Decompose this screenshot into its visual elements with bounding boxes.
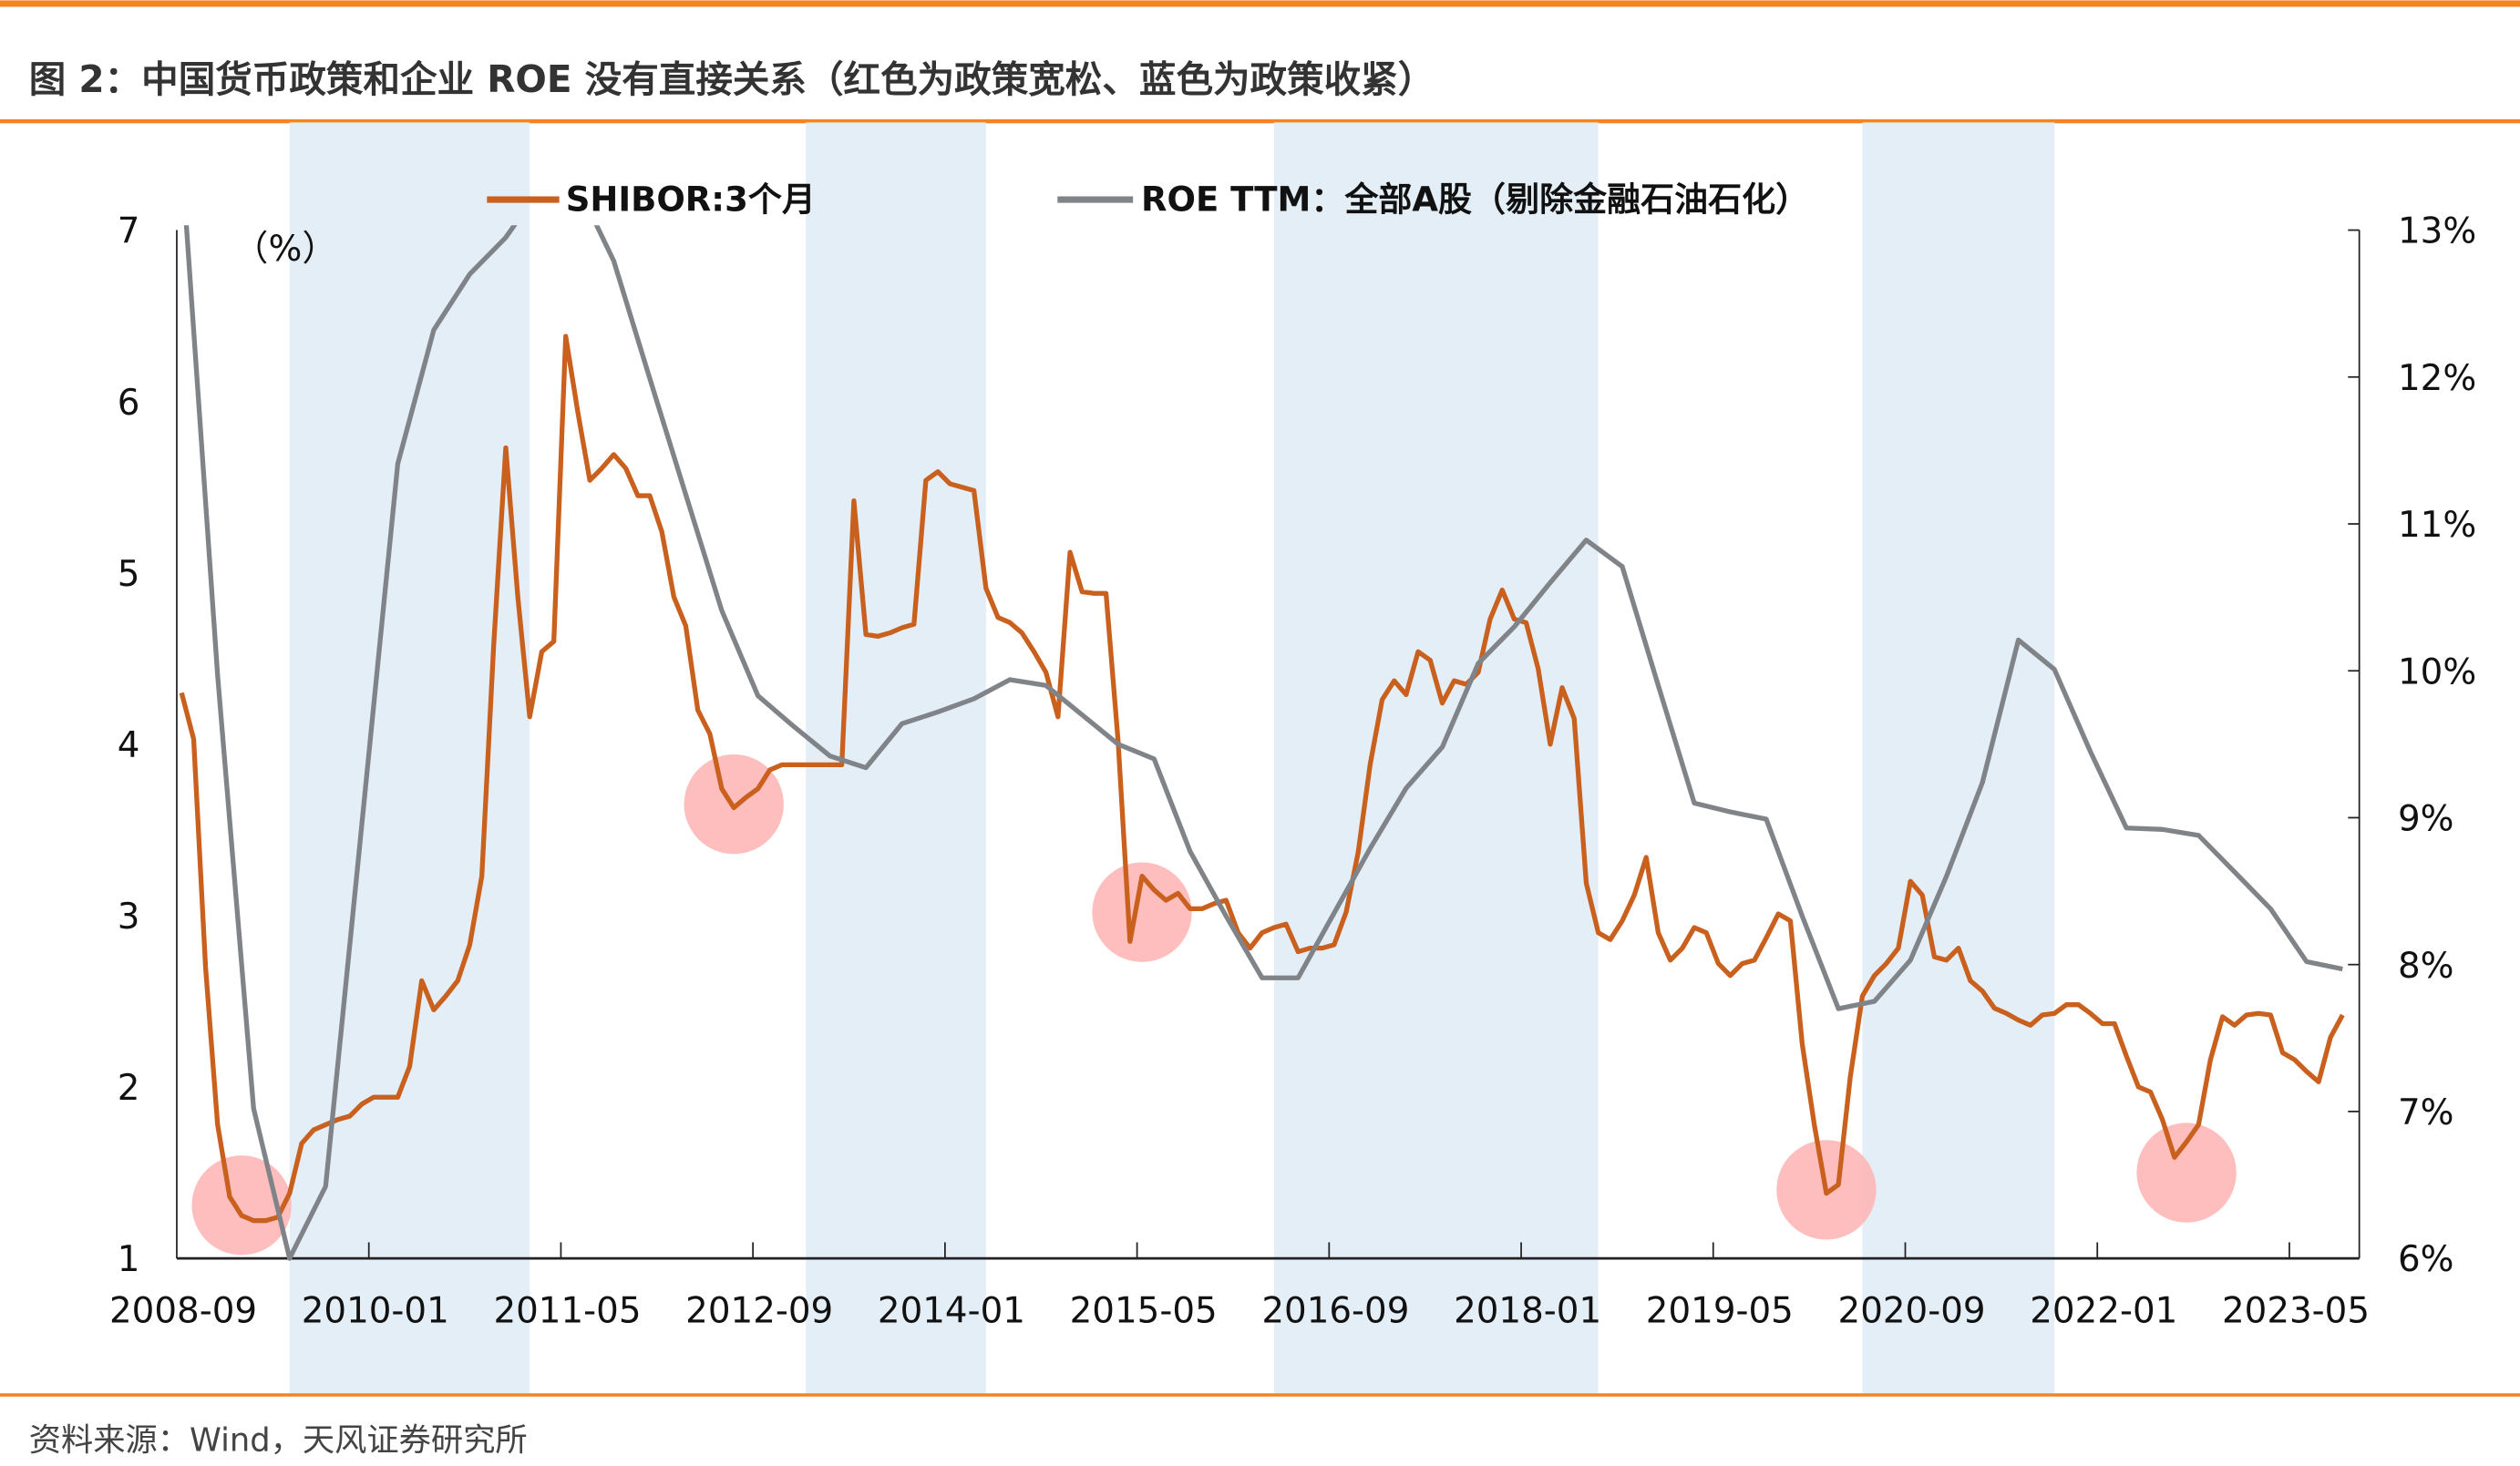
tightening-bands: [289, 122, 2055, 1394]
y-right-tick-label: 8%: [2398, 946, 2454, 987]
footer-divider: [0, 1393, 2520, 1397]
title-divider: [0, 118, 2520, 124]
tightening-band: [289, 122, 530, 1394]
tightening-band: [1273, 122, 1599, 1394]
x-tick-label: 2010-01: [302, 1291, 449, 1332]
easing-marker-circle: [191, 1155, 292, 1256]
y-right-tick-label: 10%: [2398, 651, 2476, 692]
legend: SHIBOR:3个月 ROE TTM：全部A股（剔除金融石油石化）: [487, 179, 1809, 219]
tightening-band: [1862, 122, 2055, 1394]
x-tick-label: 2019-05: [1646, 1291, 1794, 1332]
x-tick-label: 2022-01: [2030, 1291, 2177, 1332]
roe-line: [183, 225, 2343, 1261]
series-lines: [179, 225, 2345, 1261]
y-left-tick-label: 3: [118, 897, 140, 938]
shibor-line: [179, 333, 2345, 1224]
y-left-tick-label: 5: [118, 554, 140, 595]
x-tick-label: 2014-01: [878, 1291, 1025, 1332]
y-right-tick-label: 6%: [2398, 1239, 2454, 1280]
y-right-tick-label: 7%: [2398, 1092, 2454, 1133]
x-tick-label: 2018-01: [1454, 1291, 1601, 1332]
easing-marker-circle: [2136, 1123, 2237, 1223]
x-tick-label: 2016-09: [1261, 1291, 1409, 1332]
x-tick-label: 2023-05: [2222, 1291, 2370, 1332]
x-tick-label: 2020-09: [1838, 1291, 1986, 1332]
easing-marker-circle: [1092, 862, 1192, 962]
y-right-tick-label: 9%: [2398, 799, 2454, 840]
x-tick-label: 2008-09: [109, 1291, 257, 1332]
x-tick-label: 2015-05: [1070, 1291, 1218, 1332]
x-tick-label: 2012-09: [685, 1291, 833, 1332]
legend-label-shibor: SHIBOR:3个月: [566, 179, 816, 219]
legend-label-roe: ROE TTM：全部A股（剔除金融石油石化）: [1141, 179, 1809, 219]
left-unit-label: （%）: [233, 229, 337, 270]
x-tick-label: 2011-05: [493, 1291, 641, 1332]
y-right-tick-label: 11%: [2398, 505, 2476, 546]
axes: 1 2 3 4 5 6 7 6% 7% 8% 9% 10% 11% 12% 13% 2008-09 2010-0…: [109, 211, 2476, 1332]
source-note: 资料来源：Wind，天风证券研究所: [29, 1422, 528, 1460]
top-accent-bar: [0, 0, 2520, 7]
y-left-tick-label: 2: [118, 1068, 140, 1109]
y-left-tick-label: 4: [118, 725, 140, 766]
y-left-tick-label: 7: [118, 211, 140, 252]
y-right-tick-label: 13%: [2398, 211, 2476, 252]
y-right-tick-label: 12%: [2398, 358, 2476, 399]
y-left-tick-label: 6: [118, 383, 140, 424]
y-left-tick-label: 1: [118, 1239, 140, 1280]
figure-title: 图 2：中国货币政策和企业 ROE 没有直接关系（红色为政策宽松、蓝色为政策收紧…: [29, 57, 1435, 101]
